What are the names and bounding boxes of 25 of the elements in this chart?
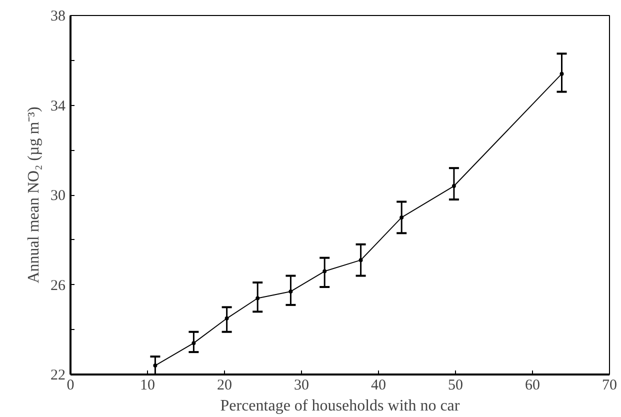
- x-tick-label: 30: [294, 378, 309, 394]
- point: [452, 184, 456, 188]
- x-tick-label: 70: [602, 378, 617, 394]
- point: [400, 215, 404, 220]
- point: [153, 364, 158, 368]
- y-tick-label: 34: [50, 98, 66, 114]
- y-tick-label: 26: [50, 278, 66, 294]
- x-tick-label: 60: [525, 378, 540, 394]
- point: [560, 72, 564, 76]
- point: [358, 258, 363, 262]
- point: [224, 316, 229, 320]
- x-tick-label: 40: [371, 378, 386, 394]
- x-tick-label: 20: [217, 378, 232, 394]
- x-axis-title: Percentage of households with no car: [220, 398, 460, 414]
- y-axis-title: Annual mean NO₂ (µg m⁻³): [26, 106, 42, 284]
- point: [322, 269, 327, 274]
- point: [192, 341, 196, 346]
- y-tick-label: 30: [50, 188, 66, 204]
- x-tick-label: 50: [448, 378, 463, 394]
- point: [288, 289, 293, 294]
- point: [256, 296, 260, 300]
- y-tick-label: 22: [50, 368, 66, 384]
- x-tick-label: 10: [140, 378, 155, 394]
- y-tick-label: 38: [50, 8, 66, 24]
- x-tick-label: 0: [66, 378, 74, 394]
